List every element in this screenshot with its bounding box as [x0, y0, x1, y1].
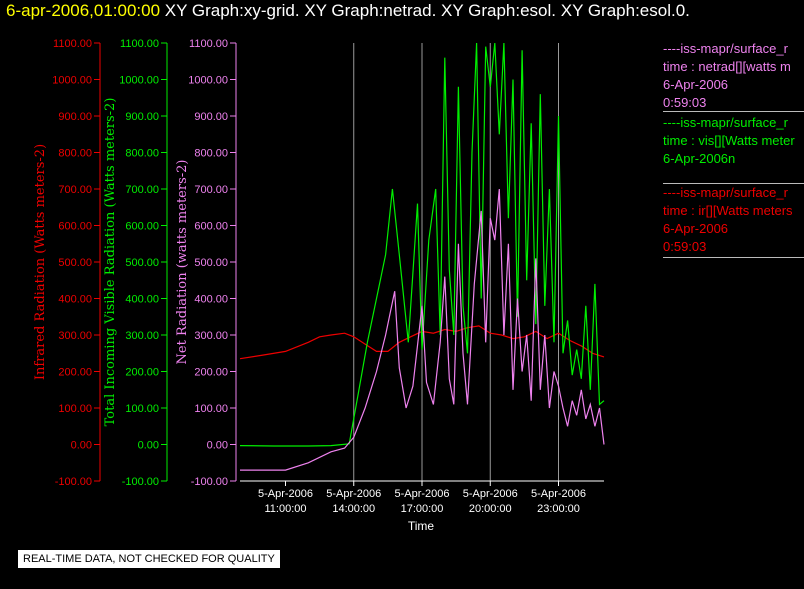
y-axis-label: Infrared Radiation (Watts meters-2) — [33, 144, 48, 380]
legend-separator — [663, 183, 804, 184]
y-tick-label: 100.00 — [125, 403, 159, 415]
y-tick-label: 1000.00 — [119, 75, 159, 87]
y-tick-label: 700.00 — [125, 184, 159, 196]
y-tick-label: 400.00 — [194, 294, 228, 306]
x-tick-date: 5-Apr-2006 — [326, 488, 381, 500]
x-tick-date: 5-Apr-2006 — [258, 488, 313, 500]
y-tick-label: 0.00 — [138, 440, 159, 452]
y-tick-label: 1000.00 — [52, 75, 92, 87]
legend-text: ----iss-mapr/surface_r — [663, 185, 788, 200]
header-date: 6-apr-2006,01:00:00 — [6, 1, 161, 20]
x-tick-time: 20:00:00 — [469, 503, 512, 515]
y-tick-label: 900.00 — [125, 111, 159, 123]
y-tick-label: 700.00 — [194, 184, 228, 196]
y-tick-label: 200.00 — [125, 367, 159, 379]
legend-separator — [663, 257, 804, 258]
legend-text: time : netrad[][watts m — [663, 59, 791, 74]
y-tick-label: 300.00 — [194, 330, 228, 342]
legend-text: 0:59:03 — [663, 239, 707, 254]
y-tick-label: 300.00 — [58, 330, 92, 342]
y-tick-label: -100.00 — [55, 476, 92, 488]
legend-text: ----iss-mapr/surface_r — [663, 115, 788, 130]
legend-text: 6-Apr-2006 — [663, 221, 729, 236]
y-tick-label: 1100.00 — [53, 38, 92, 50]
y-tick-label: 100.00 — [58, 403, 92, 415]
y-tick-label: 1100.00 — [120, 38, 159, 50]
x-tick-date: 5-Apr-2006 — [394, 488, 449, 500]
series-line-vis — [239, 42, 605, 447]
x-tick-time: 11:00:00 — [264, 503, 306, 515]
y-tick-label: 1100.00 — [189, 38, 228, 50]
y-tick-label: 800.00 — [125, 148, 159, 160]
x-tick-time: 14:00:00 — [332, 503, 375, 515]
legend-text: 6-Apr-2006 — [663, 77, 729, 92]
legend-text: time : vis[][Watts meter — [663, 133, 795, 148]
y-tick-label: -100.00 — [122, 476, 159, 488]
y-tick-label: 600.00 — [58, 221, 92, 233]
y-tick-label: 500.00 — [194, 257, 228, 269]
y-tick-label: 400.00 — [58, 294, 92, 306]
y-tick-label: 400.00 — [125, 294, 159, 306]
y-tick-label: 700.00 — [58, 184, 92, 196]
y-axis-label: Net Radiation (watts meters-2) — [175, 160, 190, 365]
y-tick-label: 0.00 — [71, 440, 92, 452]
graph-header: 6-apr-2006,01:00:00 XY Graph:xy-grid. XY… — [6, 1, 690, 21]
y-tick-label: 300.00 — [125, 330, 159, 342]
legend-separator — [663, 111, 804, 112]
y-tick-label: 500.00 — [125, 257, 159, 269]
x-axis-label: Time — [408, 519, 435, 533]
y-tick-label: 600.00 — [194, 221, 228, 233]
y-axis-label: Total Incoming Visible Radiation (Watts … — [103, 98, 118, 427]
y-tick-label: 800.00 — [58, 148, 92, 160]
legend-text: 0:59:03 — [663, 95, 707, 110]
x-tick-time: 23:00:00 — [537, 503, 580, 515]
series-line-netrad — [240, 188, 605, 471]
series-line-ir — [239, 325, 605, 360]
x-tick-date: 5-Apr-2006 — [463, 488, 518, 500]
x-tick-date: 5-Apr-2006 — [531, 488, 586, 500]
y-tick-label: 1000.00 — [188, 75, 228, 87]
x-tick-time: 17:00:00 — [401, 503, 444, 515]
legend-text: 6-Apr-2006n — [663, 151, 736, 166]
y-tick-label: 0.00 — [207, 440, 228, 452]
y-tick-label: 200.00 — [58, 367, 92, 379]
y-tick-label: 900.00 — [194, 111, 228, 123]
y-tick-label: 800.00 — [194, 148, 228, 160]
y-tick-label: 100.00 — [194, 403, 228, 415]
y-tick-label: 600.00 — [125, 221, 159, 233]
quality-note: REAL-TIME DATA, NOT CHECKED FOR QUALITY — [18, 550, 280, 568]
legend-text: time : ir[][Watts meters — [663, 203, 793, 218]
y-tick-label: 200.00 — [194, 367, 228, 379]
y-tick-label: -100.00 — [191, 476, 228, 488]
y-tick-label: 900.00 — [58, 111, 92, 123]
legend-text: ----iss-mapr/surface_r — [663, 41, 788, 56]
header-titles: XY Graph:xy-grid. XY Graph:netrad. XY Gr… — [164, 1, 690, 20]
y-tick-label: 500.00 — [58, 257, 92, 269]
